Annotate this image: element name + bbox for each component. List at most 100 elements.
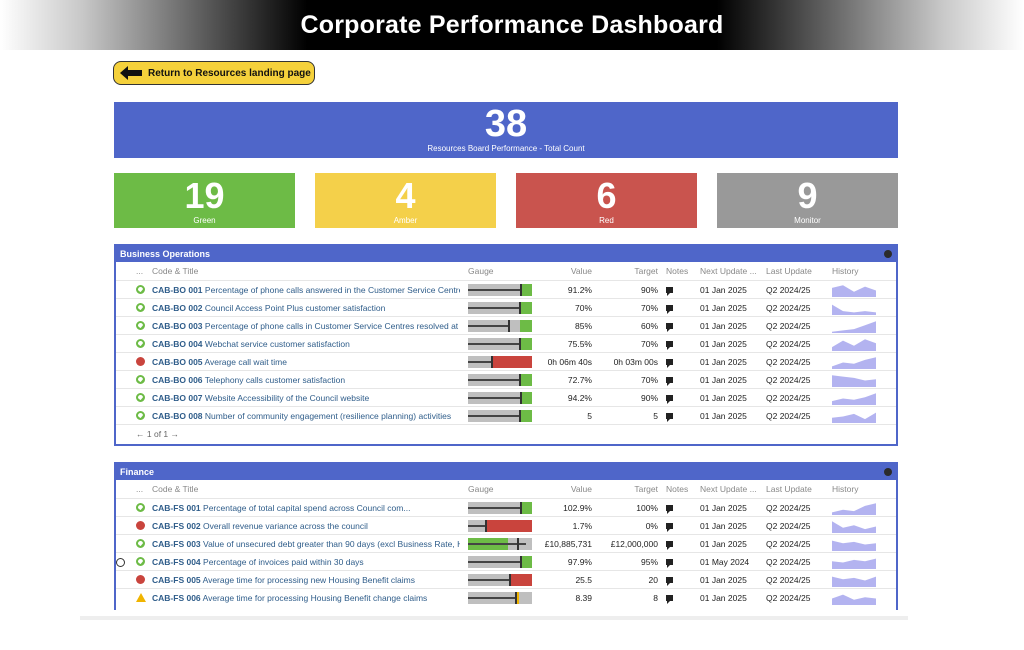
comment-icon[interactable] — [666, 505, 673, 514]
table-row[interactable]: CAB-BO 004 Webchat service customer sati… — [116, 334, 896, 352]
close-icon[interactable] — [884, 250, 892, 258]
history-sparkline[interactable] — [832, 537, 876, 551]
column-header-history[interactable]: History — [832, 266, 859, 276]
measure-link[interactable]: CAB-FS 002 Overall revenue variance acro… — [152, 517, 460, 535]
gauge-bar — [468, 520, 532, 532]
measure-link[interactable]: CAB-FS 003 Value of unsecured debt great… — [152, 535, 460, 553]
column-header-notes[interactable]: Notes — [666, 484, 688, 494]
column-header-notes[interactable]: Notes — [666, 266, 688, 276]
table-row[interactable]: CAB-BO 007 Website Accessibility of the … — [116, 388, 896, 406]
gauge-bar — [468, 374, 532, 386]
measure-link[interactable]: CAB-BO 003 Percentage of phone calls in … — [152, 317, 460, 335]
comment-icon[interactable] — [666, 359, 673, 368]
comment-icon[interactable] — [666, 341, 673, 350]
green-count-tile[interactable]: 19 Green — [114, 173, 295, 228]
comment-icon[interactable] — [666, 541, 673, 550]
column-header-last-update[interactable]: Last Update — [766, 484, 812, 494]
comment-icon[interactable] — [666, 595, 673, 604]
comment-icon[interactable] — [666, 395, 673, 404]
history-sparkline[interactable] — [832, 337, 876, 351]
history-sparkline[interactable] — [832, 301, 876, 315]
history-sparkline[interactable] — [832, 501, 876, 515]
column-header-code-title[interactable]: Code & Title — [152, 484, 199, 494]
comment-icon[interactable] — [666, 559, 673, 568]
column-header-next-update[interactable]: Next Update ... — [700, 266, 757, 276]
measure-link[interactable]: CAB-BO 008 Number of community engagemen… — [152, 407, 460, 425]
column-header-target[interactable]: Target — [634, 266, 658, 276]
history-sparkline[interactable] — [832, 573, 876, 587]
history-sparkline[interactable] — [832, 319, 876, 333]
column-header-history[interactable]: History — [832, 484, 859, 494]
measure-link[interactable]: CAB-FS 005 Average time for processing n… — [152, 571, 460, 589]
comment-icon[interactable] — [666, 323, 673, 332]
pager-next-icon[interactable]: → — [170, 429, 180, 439]
history-sparkline[interactable] — [832, 355, 876, 369]
amber-count-tile[interactable]: 4 Amber — [315, 173, 496, 228]
table-row[interactable]: CAB-BO 008 Number of community engagemen… — [116, 406, 896, 424]
comment-icon[interactable] — [666, 523, 673, 532]
measure-code: CAB-BO 005 — [152, 357, 203, 367]
comment-icon[interactable] — [666, 413, 673, 422]
column-header-next-update[interactable]: Next Update ... — [700, 484, 757, 494]
column-header-code-title[interactable]: Code & Title — [152, 266, 199, 276]
history-sparkline[interactable] — [832, 591, 876, 605]
table-row[interactable]: CAB-FS 005 Average time for processing n… — [116, 570, 896, 588]
table-row[interactable]: CAB-BO 001 Percentage of phone calls ans… — [116, 280, 896, 298]
measure-title: Percentage of phone calls answered in th… — [204, 285, 460, 295]
comment-icon[interactable] — [666, 377, 673, 386]
history-sparkline[interactable] — [832, 519, 876, 533]
column-header-menu[interactable]: ... — [136, 484, 144, 494]
history-sparkline[interactable] — [832, 409, 876, 423]
measure-link[interactable]: CAB-BO 002 Council Access Point Plus cus… — [152, 299, 460, 317]
column-header-last-update[interactable]: Last Update — [766, 266, 812, 276]
gauge-bar — [468, 320, 532, 332]
table-row[interactable]: CAB-FS 006 Average time for processing H… — [116, 588, 896, 606]
total-count-tile[interactable]: 38 Resources Board Performance - Total C… — [114, 102, 898, 158]
value-cell: 70% — [574, 303, 592, 313]
column-header-value[interactable]: Value — [570, 266, 592, 276]
comment-icon[interactable] — [666, 577, 673, 586]
comment-icon[interactable] — [666, 287, 673, 296]
last-update-cell: Q2 2024/25 — [766, 357, 811, 367]
measure-link[interactable]: CAB-BO 007 Website Accessibility of the … — [152, 389, 460, 407]
history-sparkline[interactable] — [832, 555, 876, 569]
value-cell: 94.2% — [567, 393, 592, 403]
status-cell — [136, 335, 148, 353]
table-row[interactable]: CAB-BO 003 Percentage of phone calls in … — [116, 316, 896, 334]
measure-link[interactable]: CAB-BO 005 Average call wait time — [152, 353, 460, 371]
return-to-landing-button[interactable]: Return to Resources landing page — [113, 61, 315, 85]
table-row[interactable]: CAB-BO 005 Average call wait time 0h 06m … — [116, 352, 896, 370]
measure-link[interactable]: CAB-FS 004 Percentage of invoices paid w… — [152, 553, 460, 571]
gauge-bar — [468, 410, 532, 422]
history-sparkline[interactable] — [832, 283, 876, 297]
history-sparkline[interactable] — [832, 391, 876, 405]
table-row[interactable]: CAB-FS 003 Value of unsecured debt great… — [116, 534, 896, 552]
gauge-cell — [468, 389, 534, 407]
table-row[interactable]: CAB-BO 002 Council Access Point Plus cus… — [116, 298, 896, 316]
column-header-menu[interactable]: ... — [136, 266, 144, 276]
comment-icon[interactable] — [666, 305, 673, 314]
column-header-value[interactable]: Value — [570, 484, 592, 494]
table-row[interactable]: CAB-FS 002 Overall revenue variance acro… — [116, 516, 896, 534]
measure-link[interactable]: CAB-BO 006 Telephony calls customer sati… — [152, 371, 460, 389]
close-icon[interactable] — [884, 468, 892, 476]
table-row[interactable]: CAB-BO 006 Telephony calls customer sati… — [116, 370, 896, 388]
table-row[interactable]: CAB-FS 001 Percentage of total capital s… — [116, 498, 896, 516]
column-header-gauge[interactable]: Gauge — [468, 484, 494, 494]
measure-link[interactable]: CAB-FS 001 Percentage of total capital s… — [152, 499, 460, 517]
gauge-band — [520, 392, 532, 404]
red-count-tile[interactable]: 6 Red — [516, 173, 697, 228]
history-area — [832, 321, 876, 333]
gauge-band — [520, 284, 532, 296]
measure-link[interactable]: CAB-BO 004 Webchat service customer sati… — [152, 335, 460, 353]
pager-prev-icon[interactable]: ← — [136, 429, 145, 439]
monitor-count-tile[interactable]: 9 Monitor — [717, 173, 898, 228]
measure-link[interactable]: CAB-BO 001 Percentage of phone calls ans… — [152, 281, 460, 299]
column-header-target[interactable]: Target — [634, 484, 658, 494]
column-header-gauge[interactable]: Gauge — [468, 266, 494, 276]
table-row[interactable]: CAB-FS 004 Percentage of invoices paid w… — [116, 552, 896, 570]
history-sparkline[interactable] — [832, 373, 876, 387]
measure-link[interactable]: CAB-FS 006 Average time for processing H… — [152, 589, 460, 607]
refresh-icon[interactable] — [116, 558, 125, 567]
gauge-bar — [468, 338, 532, 350]
